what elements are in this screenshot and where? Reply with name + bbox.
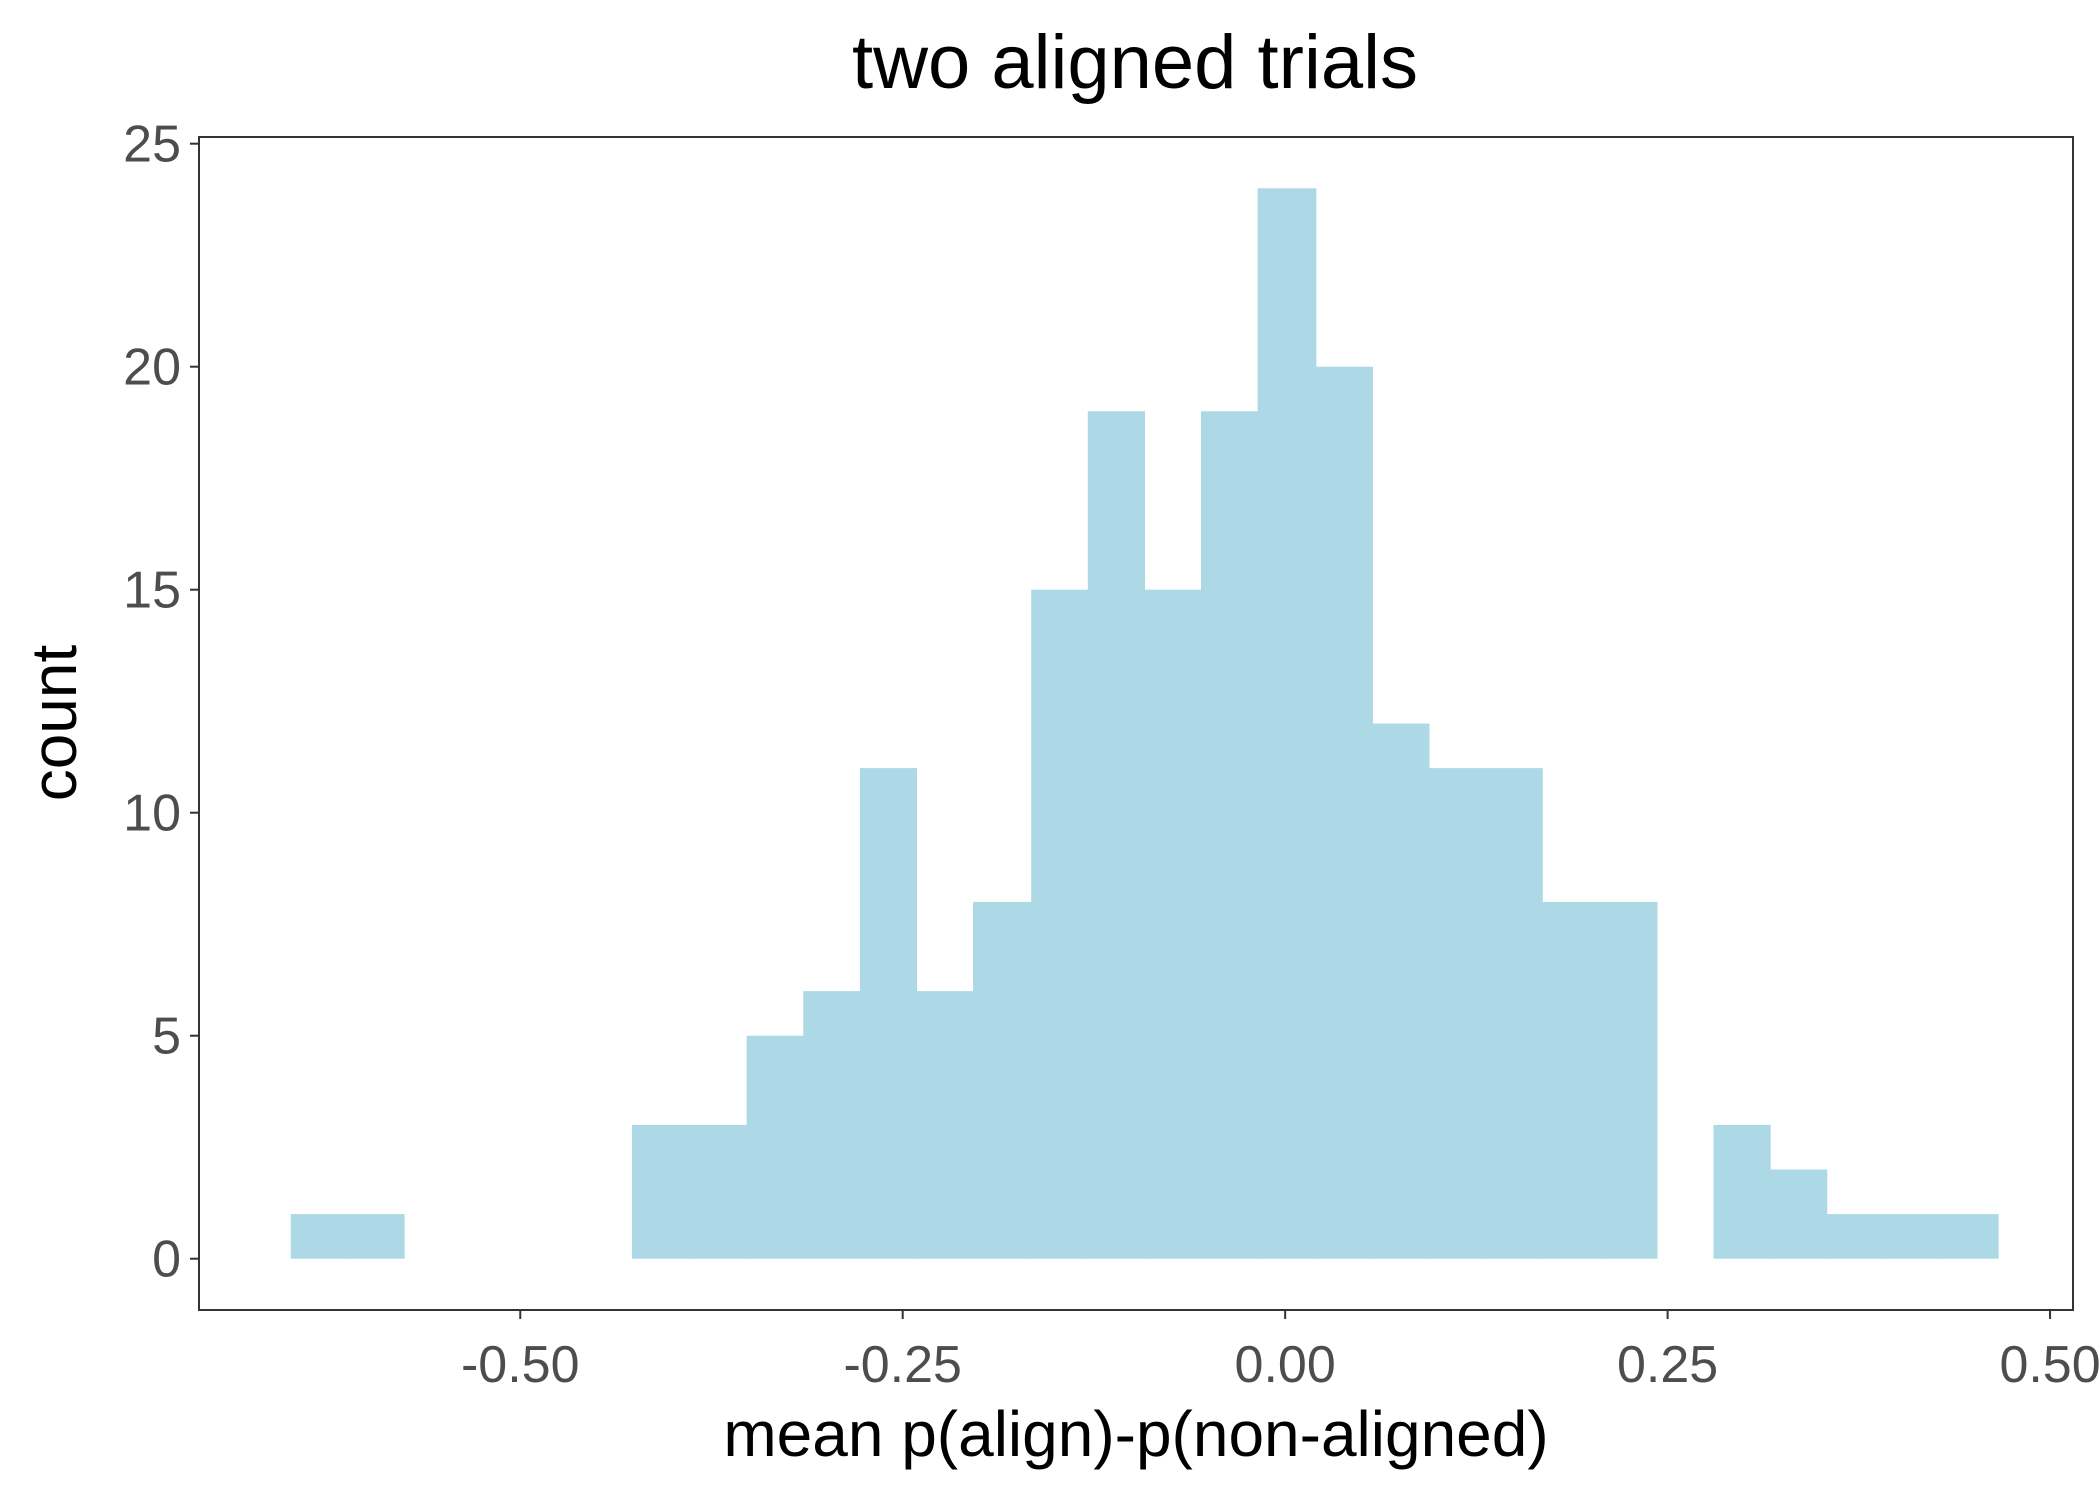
histogram-bar	[973, 901, 1032, 1259]
y-tick-label: 0	[152, 1231, 181, 1289]
histogram-bar	[688, 1124, 748, 1259]
x-axis: -0.50 -0.25 0.00 0.25 0.50	[461, 1310, 2100, 1394]
histogram-bar	[290, 1214, 348, 1259]
histogram-bars	[290, 188, 1999, 1259]
x-tick-label: 0.50	[1999, 1336, 2100, 1394]
histogram-bar	[631, 1124, 690, 1259]
histogram-bar	[1257, 188, 1317, 1259]
histogram-bar	[1941, 1214, 1999, 1259]
y-tick-label: 25	[123, 116, 181, 174]
y-tick-label: 10	[123, 785, 181, 843]
histogram-bar	[1201, 411, 1259, 1259]
histogram-bar	[1770, 1169, 1828, 1259]
x-axis-title: mean p(align)-p(non-aligned)	[723, 1398, 1548, 1470]
histogram-bar	[859, 768, 918, 1259]
histogram-bar	[1031, 589, 1089, 1259]
x-tick-label: 0.25	[1617, 1336, 1718, 1394]
chart-title: two aligned trials	[852, 20, 1418, 105]
histogram-bar	[803, 991, 861, 1259]
histogram-bar	[1428, 768, 1487, 1259]
histogram-bar	[1315, 366, 1373, 1259]
plot-panel-border	[198, 136, 2074, 1311]
histogram-bar	[1485, 768, 1543, 1259]
y-tick-label: 20	[123, 339, 181, 397]
histogram-bar	[916, 991, 974, 1259]
histogram-bar	[746, 1035, 804, 1259]
histogram-bar	[1713, 1124, 1771, 1259]
histogram-bar	[1087, 411, 1146, 1259]
histogram-bar	[1884, 1214, 1943, 1259]
histogram-bar	[1826, 1214, 1886, 1259]
x-tick-label: -0.50	[461, 1336, 580, 1394]
histogram-bar	[1144, 589, 1202, 1259]
y-axis: 0 5 10 15 20 25	[123, 116, 199, 1289]
x-tick-label: 0.00	[1235, 1336, 1336, 1394]
histogram-bar	[347, 1214, 405, 1259]
y-axis-title: count	[18, 645, 90, 802]
histogram-bar	[1600, 901, 1658, 1259]
x-tick-label: -0.25	[843, 1336, 962, 1394]
histogram-bar	[1372, 723, 1430, 1259]
y-tick-label: 15	[123, 562, 181, 620]
histogram-bar	[1542, 901, 1601, 1259]
y-tick-label: 5	[152, 1008, 181, 1066]
